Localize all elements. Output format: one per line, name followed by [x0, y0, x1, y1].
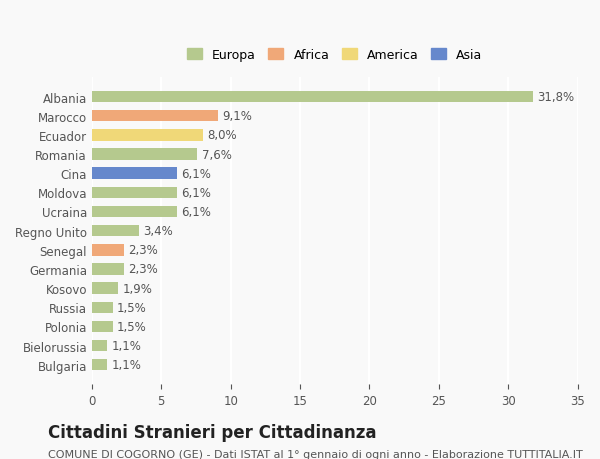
Text: 1,9%: 1,9% — [122, 282, 152, 295]
Bar — [92, 168, 176, 179]
Text: 1,1%: 1,1% — [111, 339, 141, 353]
Bar — [92, 225, 139, 237]
Text: 31,8%: 31,8% — [538, 91, 575, 104]
Text: COMUNE DI COGORNO (GE) - Dati ISTAT al 1° gennaio di ogni anno - Elaborazione TU: COMUNE DI COGORNO (GE) - Dati ISTAT al 1… — [48, 449, 583, 459]
Text: 9,1%: 9,1% — [223, 110, 252, 123]
Bar — [92, 149, 197, 160]
Bar — [92, 111, 218, 122]
Bar — [92, 263, 124, 275]
Text: 3,4%: 3,4% — [143, 224, 173, 238]
Text: 8,0%: 8,0% — [207, 129, 236, 142]
Text: 2,3%: 2,3% — [128, 263, 158, 276]
Bar — [92, 245, 124, 256]
Bar — [92, 92, 533, 103]
Text: 2,3%: 2,3% — [128, 244, 158, 257]
Text: 7,6%: 7,6% — [202, 148, 232, 161]
Bar — [92, 302, 113, 313]
Bar — [92, 359, 107, 371]
Legend: Europa, Africa, America, Asia: Europa, Africa, America, Asia — [182, 44, 487, 67]
Bar — [92, 340, 107, 352]
Text: 1,5%: 1,5% — [117, 320, 146, 333]
Text: 6,1%: 6,1% — [181, 206, 211, 218]
Text: 6,1%: 6,1% — [181, 167, 211, 180]
Bar — [92, 187, 176, 199]
Bar — [92, 206, 176, 218]
Text: 6,1%: 6,1% — [181, 186, 211, 199]
Text: Cittadini Stranieri per Cittadinanza: Cittadini Stranieri per Cittadinanza — [48, 423, 377, 441]
Text: 1,1%: 1,1% — [111, 358, 141, 371]
Bar — [92, 130, 203, 141]
Text: 1,5%: 1,5% — [117, 301, 146, 314]
Bar — [92, 283, 118, 294]
Bar — [92, 321, 113, 332]
